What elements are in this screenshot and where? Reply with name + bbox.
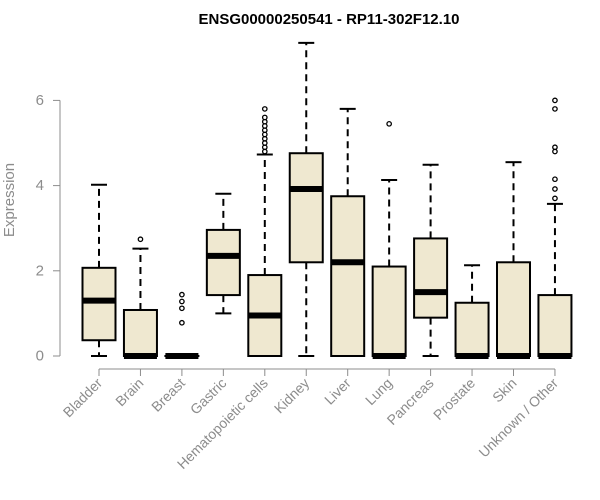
box-breast <box>164 291 200 359</box>
outlier-point <box>179 319 185 326</box>
iqr-box <box>454 301 490 357</box>
outlier-point <box>552 186 558 192</box>
y-tick-label: 6 <box>36 92 44 109</box>
x-tick-label: Skin <box>489 375 520 406</box>
outlier-point <box>552 106 558 112</box>
x-tick-label: Brain <box>112 375 146 409</box>
box-brain <box>122 236 158 359</box>
box-bladder <box>81 183 117 357</box>
box-skin <box>496 161 531 359</box>
y-tick-label: 4 <box>36 177 44 194</box>
box-gastric <box>205 192 241 315</box>
chart-title: ENSG00000250541 - RP11-302F12.10 <box>198 11 459 28</box>
x-tick-label: Prostate <box>430 375 478 423</box>
y-tick-label: 0 <box>36 348 44 365</box>
box-unknown-other <box>537 97 573 359</box>
x-tick-label: Kidney <box>271 375 313 417</box>
outlier-point <box>386 120 392 127</box>
iqr-box <box>371 265 407 358</box>
x-tick-label: Breast <box>148 375 188 415</box>
y-axis: 0 2 4 6 <box>36 92 61 365</box>
box-kidney <box>288 41 324 357</box>
x-tick-label: Bladder <box>60 375 106 421</box>
outlier-point <box>261 114 268 121</box>
iqr-box <box>413 237 449 319</box>
iqr-box <box>81 266 117 342</box>
box-prostate <box>454 264 490 359</box>
outlier-point <box>179 291 185 298</box>
box-lung <box>371 120 407 359</box>
x-tick-label: Lung <box>362 375 395 408</box>
x-tick-label: Liver <box>321 375 354 408</box>
x-tick-label: Unknown / Other <box>475 375 561 461</box>
iqr-box <box>537 294 573 357</box>
outlier-point <box>137 236 144 243</box>
y-tick-label: 2 <box>36 262 44 279</box>
iqr-box <box>288 152 324 264</box>
iqr-box <box>122 308 158 358</box>
box-liver <box>330 107 366 357</box>
outlier-point <box>552 144 558 151</box>
boxes-group <box>81 41 573 359</box>
iqr-box <box>330 195 366 357</box>
outlier-point <box>261 106 268 112</box>
iqr-box <box>205 228 241 297</box>
iqr-box <box>496 261 531 357</box>
outlier-point <box>552 97 558 104</box>
outlier-point <box>179 305 185 312</box>
outlier-point <box>552 195 558 202</box>
box-pancreas <box>413 163 449 357</box>
box-hematopoietic-cells <box>247 106 283 357</box>
outlier-point <box>552 176 558 183</box>
y-axis-label: Expression <box>1 163 18 237</box>
outlier-point <box>179 298 185 305</box>
